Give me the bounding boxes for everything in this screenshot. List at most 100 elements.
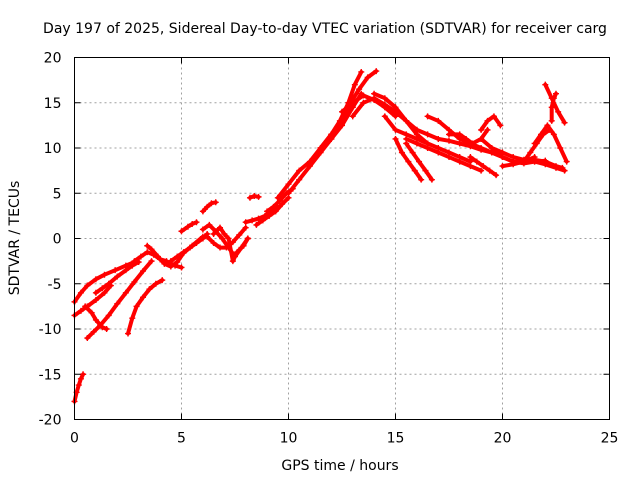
series-arc-34 (467, 154, 500, 179)
x-tick-label: 15 (387, 431, 405, 447)
data-point (527, 149, 534, 156)
data-point (105, 312, 112, 319)
x-tick-label: 0 (70, 431, 79, 447)
data-point (133, 303, 140, 310)
y-tick-label: 10 (44, 141, 62, 157)
series-track (126, 278, 165, 336)
data-point (446, 154, 452, 161)
data-point (559, 164, 566, 171)
data-point (101, 271, 108, 278)
data-point (364, 74, 371, 81)
data-point (264, 208, 271, 215)
data-point (92, 297, 99, 304)
series-arc-41 (531, 122, 570, 165)
data-point (392, 126, 399, 133)
data-point (285, 181, 292, 188)
data-point (167, 258, 174, 265)
data-point (510, 154, 517, 161)
data-point (131, 278, 138, 285)
data-point (236, 231, 243, 238)
data-point (538, 131, 545, 138)
series-arc-10 (167, 230, 211, 265)
data-point (225, 235, 232, 242)
data-point (274, 194, 281, 201)
series-arc-29 (403, 140, 435, 183)
data-point (77, 289, 84, 296)
data-point (306, 163, 313, 170)
series-arc-13 (204, 224, 249, 251)
series-track (329, 69, 379, 141)
series-arc-15 (210, 224, 251, 265)
data-point (154, 253, 161, 260)
data-point (428, 176, 435, 183)
data-point (422, 167, 429, 174)
data-point (125, 330, 131, 337)
data-point (255, 215, 262, 222)
data-point (122, 289, 129, 296)
data-point (122, 267, 129, 274)
data-point (88, 309, 95, 316)
data-point (246, 194, 253, 201)
data-point (279, 201, 286, 208)
data-point (105, 280, 112, 287)
data-point (242, 219, 249, 226)
data-point (184, 223, 191, 230)
data-point (413, 126, 420, 133)
data-point (199, 226, 206, 233)
data-point (403, 135, 410, 142)
data-point (131, 258, 138, 265)
data-point (392, 104, 399, 111)
data-point (217, 224, 224, 231)
data-point (99, 324, 106, 331)
data-point (358, 68, 365, 75)
data-point (351, 81, 358, 88)
data-point (84, 335, 91, 342)
data-point (242, 224, 249, 231)
data-point (221, 230, 228, 237)
data-point (144, 242, 151, 249)
axes: 0 5 10 15 20 25 20 15 10 5 0 -5 -10 -15 -20 (39, 51, 619, 447)
data-point (317, 145, 324, 151)
data-point (381, 113, 388, 120)
data-point (253, 221, 260, 228)
series-track (72, 260, 137, 304)
data-point (212, 199, 219, 206)
data-point (392, 135, 399, 142)
data-point (229, 258, 236, 265)
data-point (473, 158, 480, 165)
data-point (148, 258, 155, 265)
series-arc-43 (548, 90, 559, 124)
data-point (152, 280, 159, 287)
data-point (80, 371, 87, 378)
data-points (71, 68, 570, 405)
data-point (553, 163, 559, 170)
data-point (328, 135, 335, 142)
data-point (486, 167, 493, 174)
data-point (424, 145, 431, 151)
data-point (542, 158, 549, 165)
data-point (499, 149, 506, 156)
data-point (296, 167, 303, 174)
y-tick-label: 20 (44, 51, 62, 67)
data-point (139, 268, 146, 275)
data-point (234, 249, 241, 256)
series-track (549, 91, 558, 123)
data-point (114, 300, 121, 307)
series-arc-2 (71, 259, 138, 305)
data-point (259, 217, 266, 224)
data-point (456, 158, 463, 165)
data-point (403, 117, 410, 124)
data-point (90, 328, 97, 335)
data-point (148, 246, 155, 253)
data-point (480, 163, 487, 170)
data-point (339, 117, 345, 124)
data-point (418, 176, 425, 183)
data-point (493, 172, 500, 179)
data-point (92, 276, 99, 283)
data-point (456, 131, 463, 138)
data-point (484, 126, 491, 133)
data-point (255, 193, 262, 200)
data-point (92, 289, 99, 296)
data-point (478, 126, 485, 133)
data-point (563, 158, 570, 165)
